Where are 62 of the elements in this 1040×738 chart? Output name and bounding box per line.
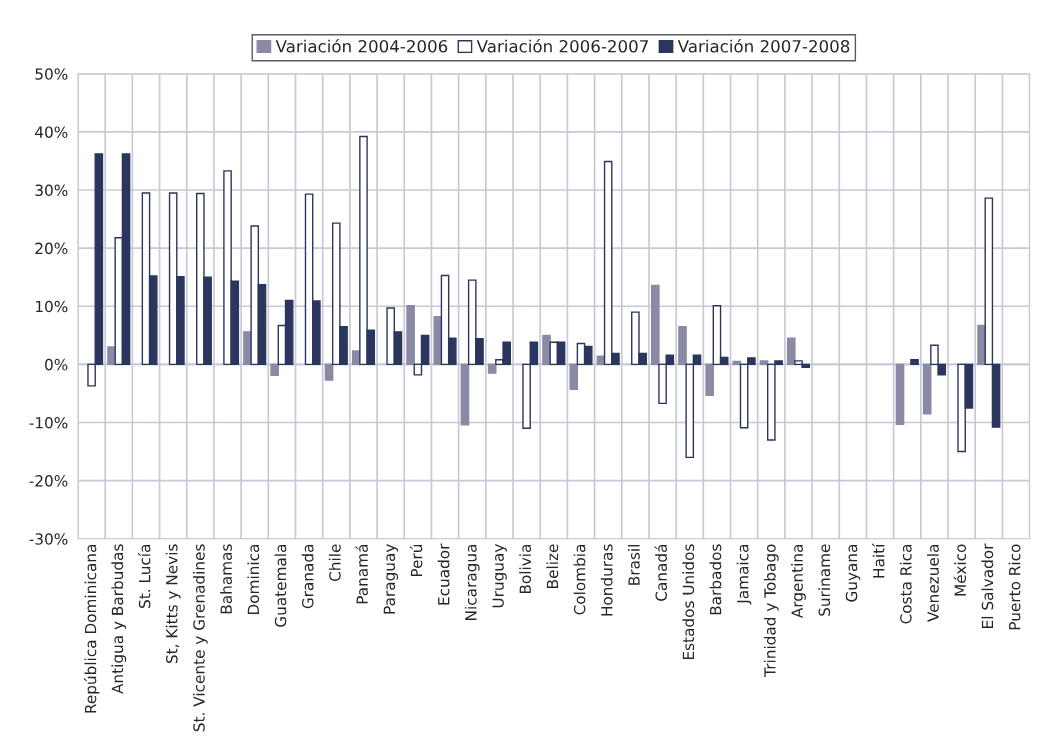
y-tick-label: 50% — [35, 68, 68, 80]
x-tick-label: Dominica — [247, 544, 260, 615]
y-tick-label: 20% — [35, 242, 68, 255]
bar — [324, 363, 334, 381]
bar — [705, 363, 715, 396]
x-tick-label: República Dominicana — [83, 544, 100, 713]
x-tick-label: Jamaica — [736, 544, 752, 605]
x-tick-label: México — [953, 544, 967, 596]
x-tick-label: St. Vicente y Grenadines — [192, 544, 208, 732]
bar — [406, 304, 415, 366]
bar — [922, 363, 932, 415]
bar — [786, 337, 796, 366]
x-tick-label: Argentina — [791, 544, 806, 619]
x-tick-label: Brasil — [627, 545, 640, 585]
x-tick-label: Paraguay — [383, 544, 399, 614]
x-tick-label: Venezuela — [927, 544, 939, 622]
bar — [433, 316, 443, 366]
legend-label: Variación 2004-2006 — [275, 39, 448, 53]
x-tick-label: Honduras — [600, 544, 613, 616]
y-tick-label: 0% — [45, 358, 68, 371]
y-tick-label: 30% — [35, 184, 68, 197]
bar — [895, 363, 905, 425]
x-tick-label: El Salvador — [981, 543, 994, 628]
bar — [569, 363, 579, 391]
x-tick-label: Bolivia — [519, 544, 532, 594]
x-tick-label: Belize — [546, 544, 559, 588]
x-tick-label: Granada — [301, 544, 314, 609]
bar — [650, 284, 660, 366]
x-tick-label: Guatemala — [274, 544, 287, 627]
x-tick-label: Guyana — [845, 544, 861, 602]
x-tick-label: Chile — [328, 544, 341, 581]
bar — [910, 359, 919, 366]
x-tick-label: Colombia — [573, 544, 586, 615]
x-tick-label: Uruguay — [492, 544, 507, 608]
x-tick-label: Panamá — [355, 544, 368, 604]
y-tick-label: 10% — [36, 300, 68, 313]
x-tick-label: Barbados — [709, 544, 722, 615]
x-tick-label: Canadá — [654, 544, 667, 601]
x-tick-label: Antigua y Barbudas — [111, 544, 127, 694]
x-tick-label: Perú — [409, 544, 423, 577]
bar — [460, 363, 470, 426]
bar — [487, 363, 497, 374]
x-tick-label: Bahamas — [220, 544, 232, 614]
x-tick-label: Costa Rica — [899, 544, 912, 624]
y-tick-label: -20% — [29, 475, 68, 487]
x-tick-label: St. Lucía — [137, 544, 151, 608]
x-tick-label: Trinidad y Tobago — [763, 544, 779, 677]
x-tick-label: Suriname — [818, 544, 831, 616]
x-tick-label: Ecuador — [437, 543, 450, 605]
y-tick-label: -10% — [29, 416, 68, 429]
x-tick-label: Haití — [872, 543, 885, 578]
legend-label: Variación 2006-2007 — [476, 39, 648, 53]
x-tick-label: St, Kitts y Nevis — [165, 544, 181, 664]
bar — [759, 360, 769, 366]
bar — [270, 363, 279, 377]
y-tick-label: -30% — [29, 533, 68, 545]
legend-label: Variación 2007-2008 — [677, 39, 850, 53]
x-tick-label: Nicaragua — [464, 544, 480, 620]
x-tick-label: Estados Unidos — [682, 544, 695, 660]
x-tick-label: Puerto Rico — [1008, 544, 1021, 630]
y-tick-label: 40% — [35, 126, 68, 138]
bar — [678, 325, 687, 366]
